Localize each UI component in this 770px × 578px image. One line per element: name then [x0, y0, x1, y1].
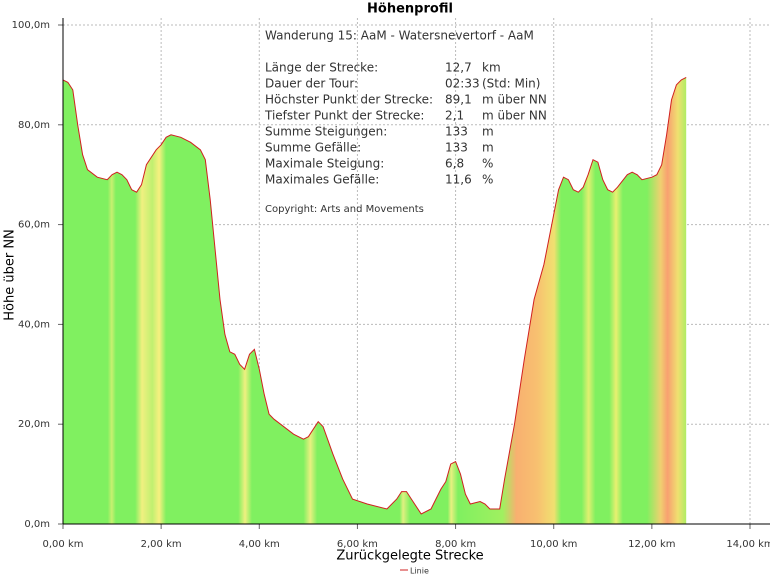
info-label: Dauer der Tour: [265, 77, 358, 91]
info-label: Summe Steigungen: [265, 125, 387, 139]
y-tick-label: 40,0m [18, 319, 50, 330]
info-label: Maximale Steigung: [265, 157, 384, 171]
info-panel: Wanderung 15: AaM - Watersnevertorf - Aa… [264, 29, 547, 216]
area [63, 77, 687, 525]
info-unit: m über NN [482, 109, 547, 123]
info-unit: % [482, 157, 493, 171]
y-axis-title: Höhe über NN [3, 229, 18, 321]
y-tick-label: 100,0m [12, 20, 50, 31]
copyright: Copyright: Arts and Movements [265, 204, 424, 215]
legend: Linie [400, 567, 429, 576]
y-tick-label: 80,0m [18, 120, 50, 131]
line [62, 76, 687, 515]
y-tick-label: 60,0m [18, 220, 50, 231]
info-unit: km [482, 61, 501, 75]
info-heading: Wanderung 15: AaM - Watersnevertorf - Aa… [265, 29, 534, 43]
info-value: 133 [445, 141, 468, 155]
x-tick-label: 0,00 km [43, 539, 84, 550]
info-value: 89,1 [445, 93, 472, 107]
info-value: 6,8 [445, 157, 464, 171]
info-unit: (Std: Min) [482, 77, 540, 91]
info-label: Summe Gefälle: [265, 141, 361, 155]
x-tick-label: 12,00 km [628, 539, 675, 550]
x-axis-title: Zurückgelegte Strecke [336, 549, 483, 564]
info-label: Länge der Strecke: [265, 61, 378, 75]
info-unit: m über NN [482, 93, 547, 107]
info-unit: % [482, 173, 493, 187]
x-tick-label: 4,00 km [239, 539, 280, 550]
chart-title: Höhenprofil [367, 2, 453, 17]
info-value: 02:33 [445, 77, 480, 91]
x-tick-label: 2,00 km [141, 539, 182, 550]
x-tick-label: 10,00 km [530, 539, 577, 550]
info-value: 12,7 [445, 61, 472, 75]
x-tick-label: 6,00 km [337, 539, 378, 550]
y-tick-label: 0,0m [24, 519, 50, 530]
legend-label: Linie [410, 567, 429, 576]
info-label: Höchster Punkt der Strecke: [265, 93, 433, 107]
info-value: 11,6 [445, 173, 472, 187]
x-tick-label: 14,00 km [726, 539, 770, 550]
y-tick-label: 20,0m [18, 419, 50, 430]
info-value: 133 [445, 125, 468, 139]
info-unit: m [482, 125, 494, 139]
x-tick-label: 8,00 km [435, 539, 476, 550]
plot-area [58, 18, 770, 529]
info-unit: m [482, 141, 494, 155]
info-value: 2,1 [445, 109, 464, 123]
info-label: Maximales Gefälle: [265, 173, 379, 187]
info-label: Tiefster Punkt der Strecke: [264, 109, 424, 123]
